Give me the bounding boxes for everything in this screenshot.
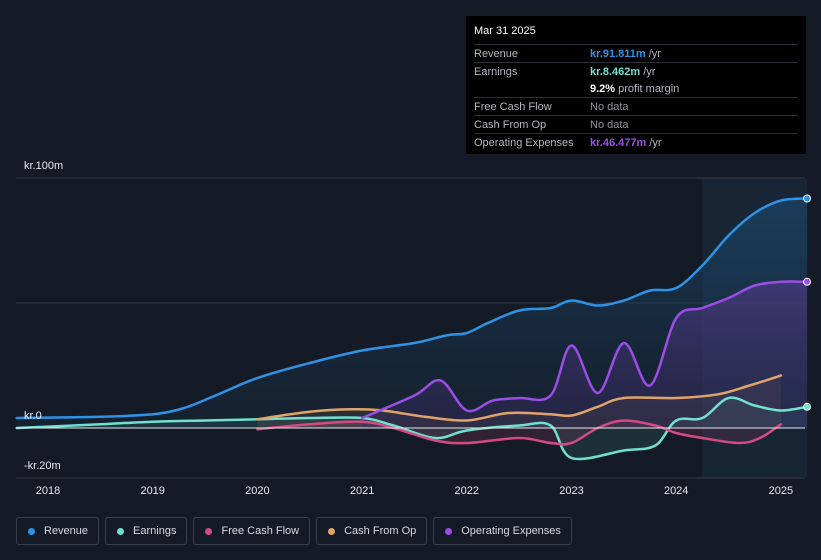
legend-label: Operating Expenses [461,525,561,537]
legend-dot-icon [117,527,125,535]
tooltip-row-cash-from-op: Cash From Op No data [474,115,798,133]
tooltip-value: kr.8.462m [590,65,641,78]
legend-label: Cash From Op [344,525,417,537]
free-cash-flow-line [256,419,783,446]
tooltip-value: kr.46.477m [590,136,647,149]
tooltip-unit: /yr [648,47,661,60]
tooltip-unit: /yr [643,65,656,78]
legend-dot-icon [28,527,35,535]
operating-expenses-area [362,281,808,428]
tooltip-unit: profit margin [618,82,680,95]
operating-expenses-end-marker [803,277,812,286]
x-tick-2022: 2022 [454,485,480,497]
tooltip-value: No data [590,118,629,131]
legend-free-cash-flow[interactable]: Free Cash Flow [193,517,311,545]
y-label-bottom: -kr.20m [24,460,61,472]
cash-from-op-line [256,374,783,422]
y-label-zero: kr.0 [24,410,42,422]
legend-cash-from-op[interactable]: Cash From Op [316,517,428,545]
legend-label: Earnings [133,525,177,537]
tooltip-label: Free Cash Flow [474,100,552,113]
legend-dot-icon [328,527,336,535]
x-tick-2020: 2020 [245,485,270,497]
x-tick-2019: 2019 [140,485,165,497]
legend-dot-icon [205,527,213,535]
revenue-line [15,197,809,420]
revenue-end-marker [803,194,812,203]
chart-legend: Revenue Earnings Free Cash Flow Cash Fro… [16,517,572,545]
legend-label: Revenue [44,525,89,537]
y-label-top: kr.100m [24,160,64,172]
tooltip-value: No data [590,100,629,113]
tooltip-label: Revenue [474,47,519,60]
legend-dot-icon [445,527,453,535]
tooltip-label: Earnings [474,65,518,78]
x-tick-2025: 2025 [768,485,794,497]
x-tick-2024: 2024 [663,485,689,497]
tooltip-row-revenue: Revenue kr.91.811m /yr [474,44,798,62]
legend-revenue[interactable]: Revenue [16,517,100,545]
tooltip-row-operating-expenses: Operating Expenses kr.46.477m /yr [474,133,798,151]
tooltip-row-margin: 9.2% profit margin [474,80,798,97]
tooltip-label: Operating Expenses [474,136,574,149]
legend-operating-expenses[interactable]: Operating Expenses [433,517,572,545]
tooltip-date: Mar 31 2025 [474,25,536,37]
tooltip-value: kr.91.811m [590,47,646,60]
legend-earnings[interactable]: Earnings [105,517,188,545]
tooltip-row-earnings: Earnings kr.8.462m /yr [474,62,798,80]
earnings-line [15,396,809,461]
earnings-end-marker [803,402,812,411]
legend-label: Free Cash Flow [221,525,300,537]
tooltip-row-free-cash-flow: Free Cash Flow No data [474,97,798,115]
tooltip-value: 9.2% [590,82,616,95]
x-tick-2021: 2021 [349,485,375,497]
tooltip-label: Cash From Op [474,118,547,131]
operating-expenses-line [360,280,809,420]
tooltip-unit: /yr [649,136,662,149]
x-tick-2023: 2023 [559,485,584,497]
data-tooltip: Mar 31 2025 Revenue kr.91.811m /yr Earni… [466,16,806,154]
x-tick-2018: 2018 [35,485,61,497]
